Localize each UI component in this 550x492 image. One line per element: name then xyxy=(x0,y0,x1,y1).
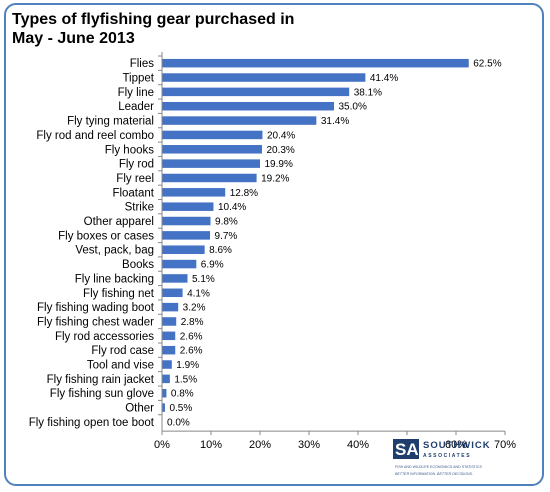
x-tick-label: 10% xyxy=(200,439,222,451)
data-label: 1.9% xyxy=(176,360,199,371)
x-tick-label: 0% xyxy=(154,439,170,451)
bar xyxy=(162,188,226,197)
category-label: Strike xyxy=(125,202,154,214)
bar xyxy=(162,259,197,269)
category-label: Fly fishing wading boot xyxy=(37,302,155,314)
data-label: 62.5% xyxy=(473,59,501,70)
bar xyxy=(162,331,176,341)
bar xyxy=(162,360,172,369)
category-label: Vest, pack, bag xyxy=(75,245,154,257)
chart-title-line-2: May - June 2013 xyxy=(12,30,135,47)
category-label: Fly line xyxy=(118,87,154,99)
data-label: 9.8% xyxy=(215,217,238,228)
category-label: Leader xyxy=(118,101,154,113)
bar xyxy=(162,302,179,312)
category-label: Fly fishing rain jacket xyxy=(47,374,155,386)
bar xyxy=(162,87,350,97)
bar xyxy=(162,403,165,412)
category-label: Other xyxy=(125,403,154,415)
category-label: Fly tying material xyxy=(67,116,154,128)
data-label: 2.6% xyxy=(180,346,203,357)
category-label: Fly rod and reel combo xyxy=(36,130,154,142)
category-label: Books xyxy=(122,259,154,271)
bar xyxy=(162,274,188,283)
logo-tagline: BETTER INFORMATION. BETTER DECISIONS. xyxy=(395,472,473,476)
category-label: Fly rod xyxy=(119,159,154,171)
x-tick-label: 20% xyxy=(249,439,271,451)
x-tick-label: 40% xyxy=(347,439,369,451)
category-label: Floatant xyxy=(112,187,154,199)
data-label: 0.0% xyxy=(167,417,190,428)
category-label: Fly reel xyxy=(116,173,154,185)
category-label: Flies xyxy=(130,58,155,70)
category-label: Fly line backing xyxy=(75,273,154,285)
chart-title: Types of flyfishing gear purchased in Ma… xyxy=(12,10,332,48)
data-label: 2.6% xyxy=(180,331,203,342)
bar xyxy=(162,374,170,384)
category-label: Fly rod case xyxy=(91,345,154,357)
data-label: 0.5% xyxy=(169,403,192,414)
southwick-associates-logo: SA SOUTHWICK ASSOCIATES FISH AND WILDLIF… xyxy=(393,439,491,476)
chart-frame xyxy=(4,3,544,486)
data-label: 9.7% xyxy=(215,231,238,242)
bar xyxy=(162,173,257,183)
data-label: 19.2% xyxy=(261,173,289,184)
bar xyxy=(162,345,176,355)
category-label: Fly fishing sun glove xyxy=(50,388,154,400)
data-label: 20.4% xyxy=(267,130,295,141)
bar xyxy=(162,145,262,154)
chart-title-line-1: Types of flyfishing gear purchased in xyxy=(12,11,295,28)
category-label: Fly fishing chest wader xyxy=(37,316,154,328)
x-tick-label: 30% xyxy=(298,439,320,451)
data-label: 12.8% xyxy=(230,188,258,199)
data-label: 1.5% xyxy=(174,374,197,385)
category-label: Fly fishing open toe boot xyxy=(29,417,155,429)
x-tick-label: 60% xyxy=(445,439,467,451)
bar xyxy=(162,231,211,240)
bar xyxy=(162,116,317,125)
data-label: 3.2% xyxy=(183,303,206,314)
data-label: 20.3% xyxy=(266,145,294,156)
logo-mark: SA xyxy=(395,440,419,459)
data-label: 10.4% xyxy=(218,202,246,213)
bar xyxy=(162,130,263,140)
category-label: Tippet xyxy=(122,73,154,85)
category-label: Other apparel xyxy=(84,216,154,228)
logo-name-2: ASSOCIATES xyxy=(423,453,471,459)
bar xyxy=(162,73,366,82)
data-label: 35.0% xyxy=(339,102,367,113)
logo-mark-background xyxy=(393,439,419,459)
data-label: 6.9% xyxy=(201,260,224,271)
bar xyxy=(162,58,469,68)
data-label: 41.4% xyxy=(370,73,398,84)
category-label: Fly boxes or cases xyxy=(58,230,154,242)
data-label: 4.1% xyxy=(187,288,210,299)
category-label: Fly hooks xyxy=(105,144,154,156)
category-label: Fly fishing net xyxy=(83,288,155,300)
logo-name: SOUTHWICK xyxy=(423,440,491,451)
bar xyxy=(162,245,205,254)
category-label: Tool and vise xyxy=(87,360,154,372)
bar xyxy=(162,317,177,326)
bar xyxy=(162,202,214,211)
bar xyxy=(162,101,334,111)
data-label: 31.4% xyxy=(321,116,349,127)
data-label: 5.1% xyxy=(192,274,215,285)
data-label: 8.6% xyxy=(209,245,232,256)
data-label: 2.8% xyxy=(181,317,204,328)
logo-subtitle: FISH AND WILDLIFE ECONOMICS AND STATISTI… xyxy=(395,465,483,469)
category-label: Fly rod accessories xyxy=(55,331,154,343)
bar xyxy=(162,216,211,226)
data-label: 0.8% xyxy=(171,389,194,400)
bar xyxy=(162,288,183,298)
data-label: 19.9% xyxy=(265,159,293,170)
bar xyxy=(162,388,167,398)
bar xyxy=(162,159,261,168)
data-label: 38.1% xyxy=(354,87,382,98)
x-tick-label: 70% xyxy=(494,439,516,451)
